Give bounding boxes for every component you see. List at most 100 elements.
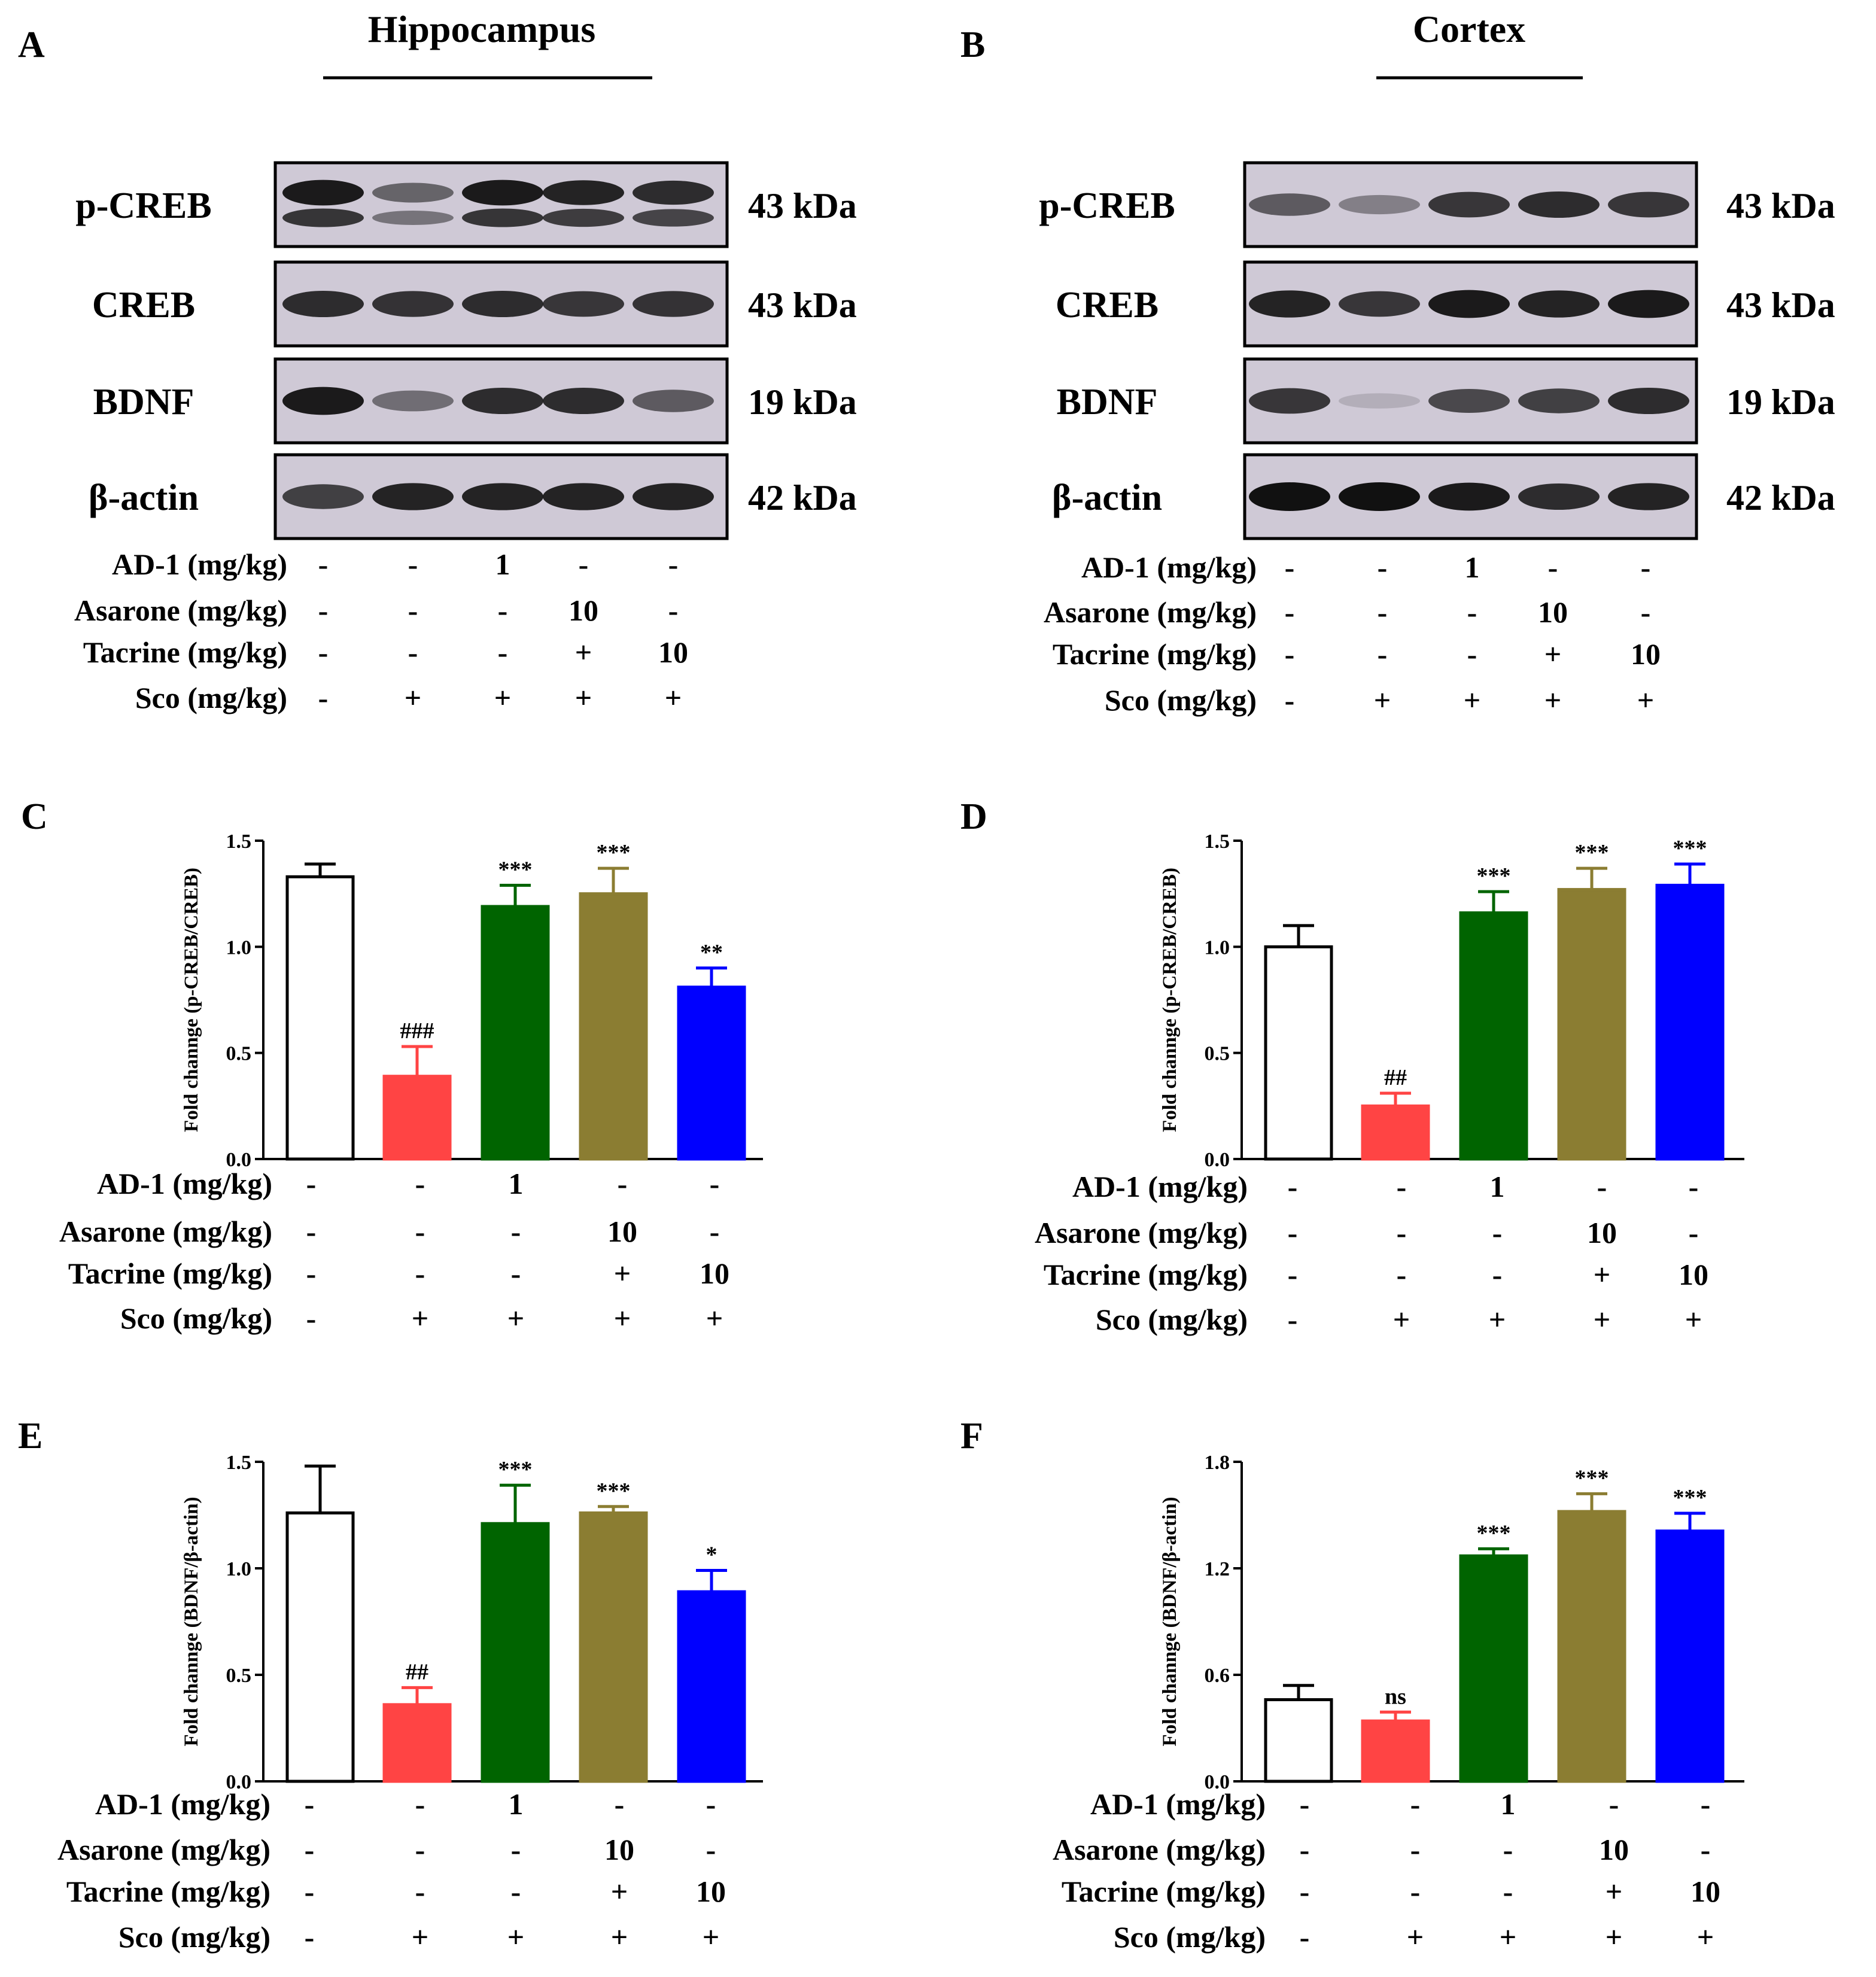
bar	[1655, 883, 1725, 1161]
blot-band	[462, 387, 543, 415]
bar	[1655, 1529, 1725, 1783]
blot-band	[1608, 191, 1689, 218]
significance-label: ***	[1673, 1485, 1707, 1510]
blot-band	[372, 390, 454, 412]
blot-band	[1339, 393, 1420, 409]
treatment-value: 10	[1631, 637, 1661, 671]
blot-band	[1608, 387, 1689, 415]
bar	[1557, 888, 1626, 1161]
molecular-weight-label: 19 kDa	[748, 382, 857, 422]
treatment-value: +	[1489, 1303, 1506, 1336]
molecular-weight-label: 43 kDa	[748, 186, 857, 226]
blot-row-p-creb: p-CREB 43 kDa	[1039, 161, 1835, 248]
bar	[1361, 1719, 1430, 1783]
blot-band	[282, 484, 364, 509]
blot-band	[543, 291, 624, 317]
molecular-weight-label: 42 kDa	[1726, 478, 1835, 518]
treatment-value: +	[494, 681, 512, 714]
treatment-label: AD-1 (mg/kg)	[1072, 1170, 1248, 1203]
significance-label: ***	[498, 857, 533, 882]
bar	[1264, 945, 1333, 1161]
bar	[285, 1511, 355, 1783]
treatment-value: -	[1597, 1170, 1607, 1203]
protein-label: BDNF	[93, 382, 194, 422]
treatment-value: -	[1689, 1170, 1699, 1203]
treatment-value: -	[706, 1787, 716, 1821]
treatment-value: +	[1594, 1258, 1611, 1291]
treatment-value: -	[668, 594, 679, 627]
treatment-value: +	[1464, 683, 1481, 717]
blot-band	[372, 291, 454, 317]
treatment-label: AD-1 (mg/kg)	[97, 1167, 272, 1200]
blot-band	[462, 180, 543, 206]
y-tick-label: 1.5	[226, 831, 252, 853]
treatment-value: -	[1503, 1875, 1513, 1908]
treatment-value: +	[1374, 683, 1391, 717]
treatment-value: -	[511, 1833, 521, 1866]
blot-row-creb: CREB 43 kDa	[1056, 260, 1835, 348]
blot-band	[633, 180, 714, 205]
treatment-value: +	[507, 1920, 525, 1954]
protein-label: p-CREB	[75, 185, 211, 226]
bar	[481, 905, 550, 1161]
treatment-value: -	[1397, 1258, 1407, 1291]
bar	[677, 986, 746, 1161]
blot-band	[1249, 388, 1330, 414]
protein-label: β-actin	[1052, 477, 1162, 518]
blot-band	[1518, 191, 1600, 218]
treatment-value: -	[408, 635, 418, 669]
bar-chart: 0.0 0.6 1.2 1.8 Fold channge (BDNF/β-actin) n…	[1159, 1452, 1744, 1793]
treatment-value: 1	[1490, 1170, 1505, 1203]
treatment-value: -	[1300, 1787, 1310, 1821]
treatment-value: -	[1285, 637, 1295, 671]
treatment-value: 10	[1690, 1875, 1720, 1908]
treatment-value: -	[415, 1787, 425, 1821]
treatment-label: Sco (mg/kg)	[1114, 1920, 1266, 1954]
treatment-value: +	[1500, 1920, 1517, 1954]
treatment-value: -	[1285, 550, 1295, 584]
treatment-value: 10	[1679, 1258, 1708, 1291]
blot-row-creb: CREB 43 kDa	[92, 260, 857, 348]
treatment-value: -	[498, 635, 508, 669]
blot-band	[543, 180, 624, 205]
treatment-value: +	[412, 1301, 429, 1335]
treatment-value: -	[1300, 1833, 1310, 1866]
treatment-value: -	[415, 1875, 425, 1908]
treatment-value: +	[706, 1301, 723, 1335]
blot-band	[1518, 483, 1600, 510]
significance-label: ###	[400, 1018, 434, 1044]
treatment-value: 10	[604, 1833, 634, 1866]
treatment-value: -	[615, 1787, 625, 1821]
treatment-value: -	[1467, 637, 1477, 671]
panel-letter-a: A	[18, 25, 45, 65]
treatment-value: -	[415, 1257, 425, 1290]
bar	[1459, 1554, 1528, 1783]
treatment-value: -	[668, 548, 679, 581]
treatment-label: Tacrine (mg/kg)	[1062, 1875, 1266, 1908]
treatment-value: +	[614, 1301, 631, 1335]
molecular-weight-label: 42 kDa	[748, 478, 857, 518]
significance-label: ##	[1384, 1065, 1407, 1090]
y-tick-label: 1.0	[226, 1558, 252, 1580]
bar	[677, 1590, 746, 1783]
treatment-label: Sco (mg/kg)	[120, 1301, 272, 1335]
significance-label: ***	[1673, 836, 1707, 861]
treatment-value: 1	[1465, 550, 1480, 584]
treatment-value: -	[511, 1875, 521, 1908]
significance-label: ***	[1575, 1465, 1609, 1491]
y-tick-label: 0.5	[226, 1043, 252, 1065]
region-title-hippocampus: Hippocampus	[368, 8, 596, 50]
treatment-value: -	[1641, 595, 1651, 629]
significance-label: ns	[1385, 1684, 1406, 1709]
treatment-value: 10	[696, 1875, 726, 1908]
y-tick-label: 0.5	[226, 1665, 252, 1687]
y-axis-label: Fold channge (BDNF/β-actin)	[181, 1497, 202, 1746]
treatment-value: +	[575, 681, 592, 714]
treatment-value: 1	[509, 1167, 524, 1200]
y-axis-label: Fold channge (BDNF/β-actin)	[1159, 1497, 1181, 1746]
treatment-value: -	[1378, 550, 1388, 584]
blot-band	[1608, 483, 1689, 510]
treatment-value: 10	[607, 1215, 637, 1248]
treatment-value: -	[1467, 595, 1477, 629]
